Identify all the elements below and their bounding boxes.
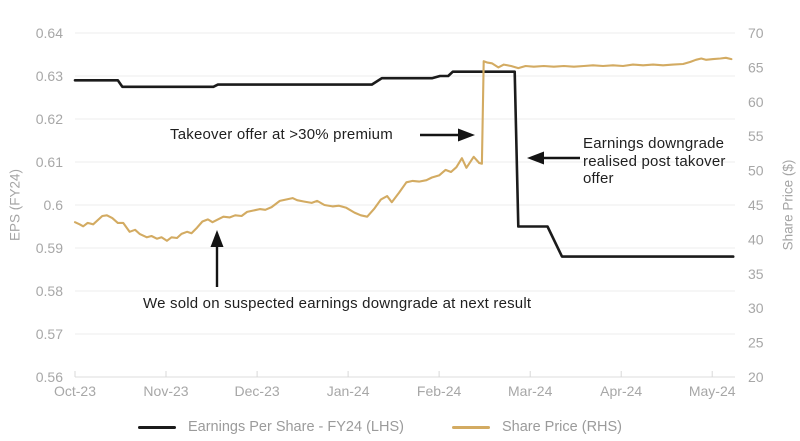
legend-label-eps: Earnings Per Share - FY24 (LHS) — [187, 419, 404, 435]
y-right-tick-label: 20 — [748, 369, 764, 385]
y-left-tick-label: 0.63 — [36, 68, 63, 84]
eps-line-swatch — [137, 425, 176, 429]
y-right-tick-label: 50 — [748, 163, 764, 179]
y-right-tick-label: 40 — [748, 231, 764, 247]
x-tick-label: Mar-24 — [508, 383, 553, 399]
y-left-tick-label: 0.62 — [36, 111, 63, 127]
x-tick-label: Jan-24 — [327, 383, 370, 399]
y-left-tick-label: 0.6 — [44, 197, 64, 213]
y-right-tick-label: 60 — [748, 94, 764, 110]
annotation-we-sold: We sold on suspected earnings downgrade … — [143, 295, 532, 312]
legend-item-eps: Earnings Per Share - FY24 (LHS) — [137, 419, 404, 435]
x-tick-label: Nov-23 — [143, 383, 188, 399]
y-left-tick-label: 0.61 — [36, 154, 63, 170]
x-tick-label: Dec-23 — [235, 383, 280, 399]
right-axis-title: Share Price ($) — [780, 159, 796, 251]
y-right-tick-label: 55 — [748, 128, 764, 144]
post-takeover-downgrade-arrow-icon — [527, 151, 580, 165]
y-right-tick-label: 25 — [748, 335, 764, 351]
x-tick-label: Feb-24 — [417, 383, 462, 399]
legend-label-share-price: Share Price (RHS) — [501, 419, 623, 435]
annotation-takeover-offer: Takeover offer at >30% premium — [170, 126, 393, 143]
x-tick-label: May-24 — [689, 383, 736, 399]
y-right-tick-label: 65 — [748, 59, 764, 75]
y-left-tick-label: 0.58 — [36, 283, 63, 299]
legend: Earnings Per Share - FY24 (LHS) Share Pr… — [0, 419, 760, 435]
x-tick-label: Oct-23 — [54, 383, 96, 399]
y-left-tick-label: 0.59 — [36, 240, 63, 256]
eps-line — [73, 70, 735, 258]
y-right-tick-label: 35 — [748, 266, 764, 282]
left-axis-title: EPS (FY24) — [7, 168, 23, 242]
takeover-offer-arrow-icon — [420, 128, 475, 142]
x-tick-label: Apr-24 — [600, 383, 642, 399]
annotation-earnings-downgrade: Earnings downgrade realised post takover… — [583, 135, 726, 187]
y-left-tick-label: 0.64 — [36, 25, 63, 41]
y-right-tick-label: 30 — [748, 300, 764, 316]
we-sold-arrow-icon — [210, 230, 224, 287]
y-left-tick-label: 0.57 — [36, 326, 63, 342]
share-price-line — [73, 56, 733, 242]
y-right-tick-label: 45 — [748, 197, 764, 213]
y-left-tick-label: 0.56 — [36, 369, 63, 385]
share-price-line-swatch — [451, 425, 490, 429]
legend-item-share-price: Share Price (RHS) — [451, 419, 623, 435]
y-right-tick-label: 70 — [748, 25, 764, 41]
